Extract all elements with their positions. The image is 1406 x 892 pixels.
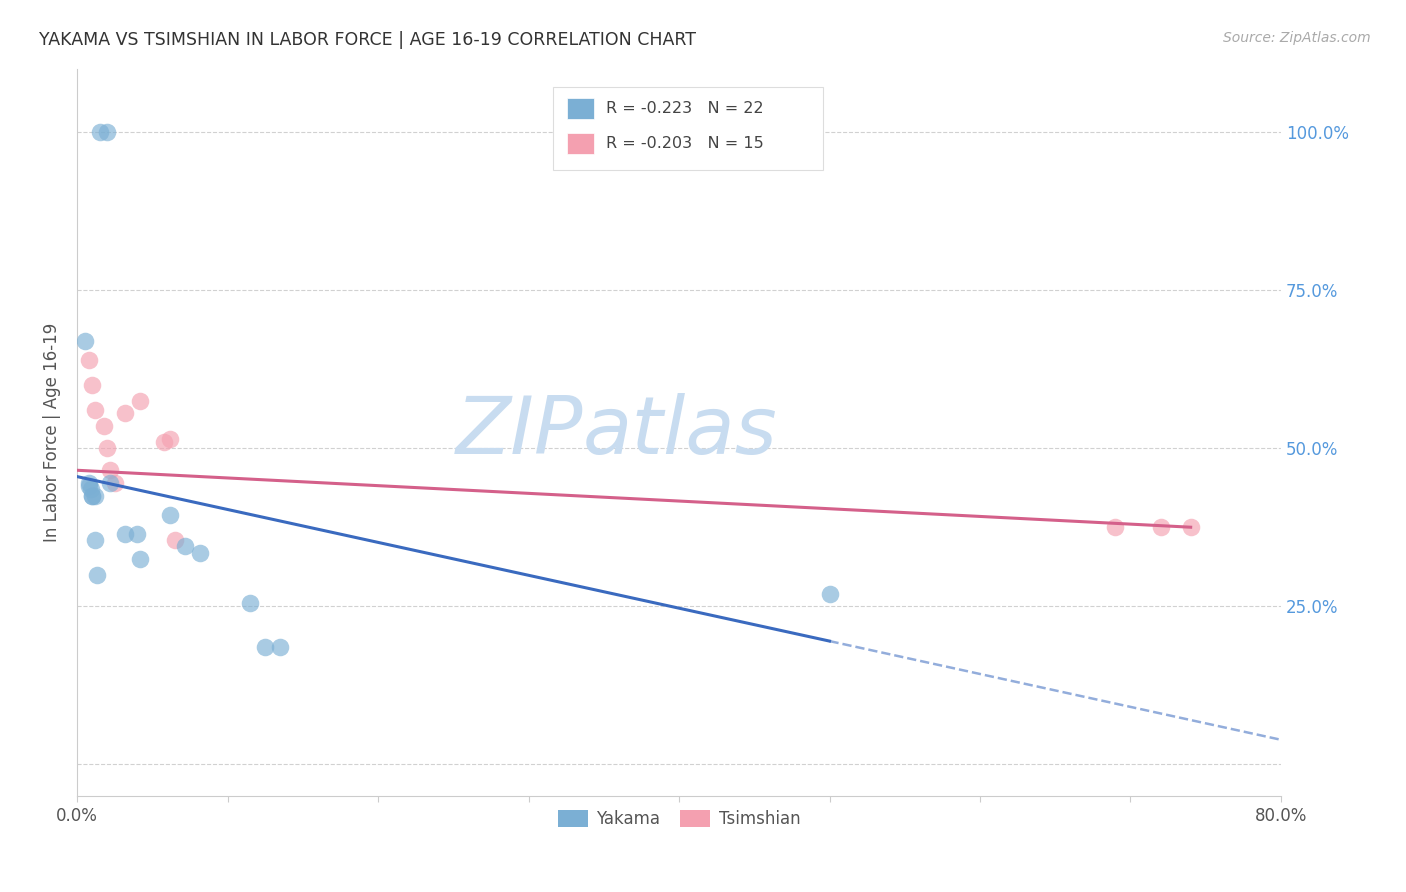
Point [86, 567, 108, 582]
Text: ZIP: ZIP [456, 393, 582, 471]
Text: R = -0.203   N = 15: R = -0.203 N = 15 [606, 136, 763, 151]
Point [77, 479, 100, 493]
Point [77, 352, 100, 367]
Point [159, 432, 181, 446]
Point [153, 434, 176, 449]
Point [73, 334, 96, 348]
Point [104, 475, 127, 490]
Y-axis label: In Labor Force | Age 16-19: In Labor Force | Age 16-19 [44, 323, 60, 542]
Legend: Yakama, Tsimshian: Yakama, Tsimshian [551, 804, 807, 835]
Point [98, 463, 121, 477]
Point [159, 508, 181, 522]
FancyBboxPatch shape [567, 133, 593, 154]
Text: YAKAMA VS TSIMSHIAN IN LABOR FORCE | AGE 16-19 CORRELATION CHART: YAKAMA VS TSIMSHIAN IN LABOR FORCE | AGE… [39, 31, 696, 49]
Point [96, 441, 118, 455]
Point [269, 640, 291, 655]
Text: atlas: atlas [582, 393, 778, 471]
FancyBboxPatch shape [553, 87, 824, 170]
Point [127, 526, 149, 541]
Point [77, 475, 100, 490]
Point [1149, 520, 1171, 534]
Point [254, 640, 277, 655]
Point [174, 539, 197, 553]
Point [84, 403, 107, 417]
Point [1180, 520, 1202, 534]
Point [82, 489, 104, 503]
Point [818, 587, 841, 601]
Point [239, 596, 262, 610]
Point [84, 533, 107, 547]
Point [79, 482, 101, 496]
Point [84, 489, 107, 503]
Point [114, 526, 136, 541]
Text: Source: ZipAtlas.com: Source: ZipAtlas.com [1223, 31, 1371, 45]
Point [1104, 520, 1126, 534]
FancyBboxPatch shape [567, 97, 593, 120]
Point [129, 552, 152, 566]
Point [96, 125, 118, 139]
Text: R = -0.223   N = 22: R = -0.223 N = 22 [606, 101, 763, 116]
Point [163, 533, 186, 547]
Point [114, 406, 136, 420]
Point [93, 419, 115, 434]
Point [82, 377, 104, 392]
Point [82, 489, 104, 503]
Point [129, 393, 152, 408]
Point [89, 125, 111, 139]
Point [98, 475, 121, 490]
Point [190, 545, 212, 559]
